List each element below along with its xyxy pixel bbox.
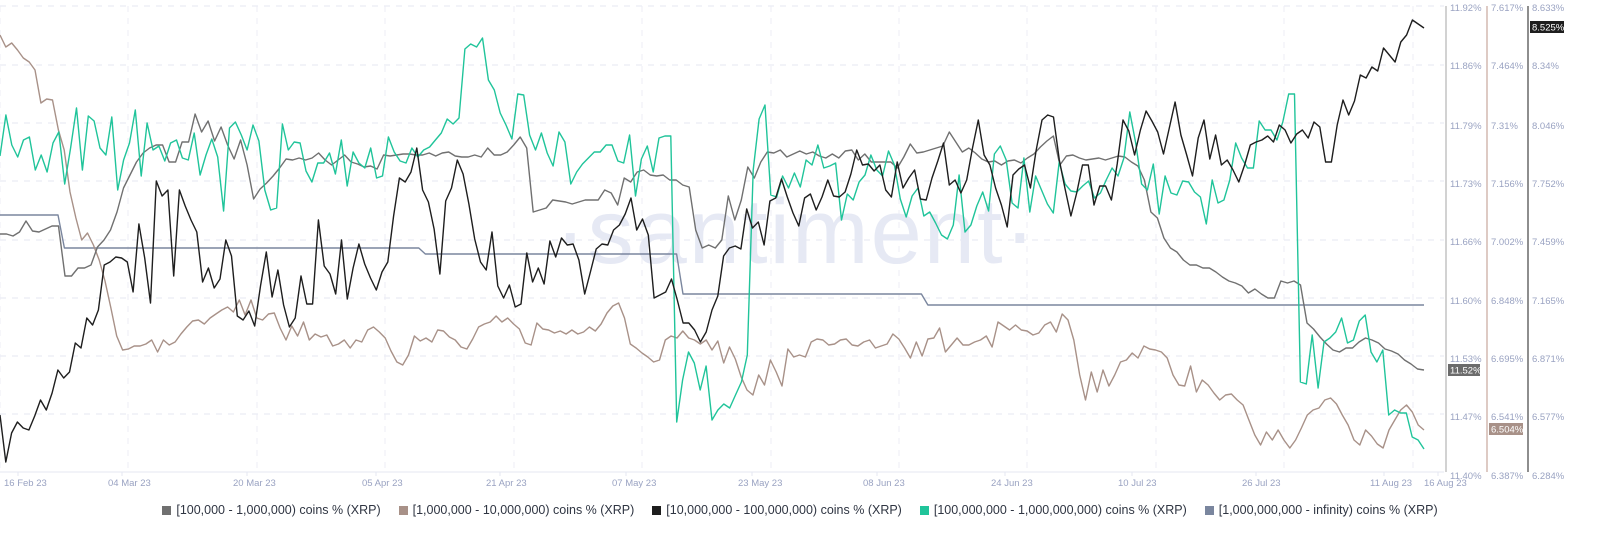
series-line-5[interactable] <box>0 214 1424 306</box>
x-axis-tick-label: 11 Aug 23 <box>1370 478 1412 489</box>
y-axis-tick-label: 6.695% <box>1491 354 1524 365</box>
series-line-3[interactable] <box>0 19 1425 463</box>
legend-label: [1,000,000 - 10,000,000) coins % (XRP) <box>412 503 635 517</box>
y-axis-tick-label: 11.92% <box>1450 3 1482 14</box>
y-axis-tick-label: 11.60% <box>1450 296 1482 307</box>
x-axis-tick-label: 05 Apr 23 <box>362 478 403 489</box>
x-axis-tick-label: 08 Jun 23 <box>863 478 905 489</box>
y-axis-tick-label: 11.40% <box>1450 471 1482 482</box>
y-axis-tick-label: 11.53% <box>1450 354 1482 365</box>
legend-item-1[interactable]: [100,000 - 1,000,000) coins % (XRP) <box>162 503 381 517</box>
y-axis-tick-label: 6.284% <box>1532 471 1565 482</box>
x-axis-tick-label: 24 Jun 23 <box>991 478 1033 489</box>
x-axis-tick-label: 26 Jul 23 <box>1242 478 1281 489</box>
x-axis-tick-label: 20 Mar 23 <box>233 478 276 489</box>
svg-text:8.525%: 8.525% <box>1532 23 1565 34</box>
legend-swatch-icon <box>162 505 172 515</box>
legend-swatch-icon <box>398 505 408 515</box>
legend-swatch-icon <box>652 505 662 515</box>
legend-label: [1,000,000,000 - infinity) coins % (XRP) <box>1218 503 1438 517</box>
y-axis-tick-label: 8.34% <box>1532 61 1559 72</box>
legend-swatch-icon <box>1204 505 1214 515</box>
series-line-2[interactable] <box>0 34 1425 449</box>
series-line-4[interactable] <box>0 37 1425 450</box>
legend-label: [100,000 - 1,000,000) coins % (XRP) <box>176 503 381 517</box>
x-axis-tick-label: 21 Apr 23 <box>486 478 527 489</box>
x-axis-tick-label: 16 Aug 23 <box>1424 478 1467 489</box>
legend-item-2[interactable]: [1,000,000 - 10,000,000) coins % (XRP) <box>398 503 635 517</box>
y-axis-tick-label: 6.577% <box>1532 412 1565 423</box>
x-axis-tick-label: 16 Feb 23 <box>4 478 47 489</box>
y-axis-tick-label: 7.459% <box>1532 237 1565 248</box>
y-axis-tick-label: 7.002% <box>1491 237 1524 248</box>
y-axis-tick-label: 7.617% <box>1491 3 1524 14</box>
series-lines[interactable] <box>0 19 1425 463</box>
y-axis-tick-label: 11.66% <box>1450 237 1482 248</box>
y-axis-tick-label: 7.31% <box>1491 121 1518 132</box>
x-axis: 16 Feb 23 04 Mar 23 20 Mar 23 05 Apr 23 21 A… <box>4 472 1467 489</box>
legend-item-5[interactable]: [1,000,000,000 - infinity) coins % (XRP) <box>1204 503 1438 517</box>
svg-text:11.52%: 11.52% <box>1450 366 1482 377</box>
y-axis-tick-label: 11.47% <box>1450 412 1482 423</box>
y-axis-tick-label: 7.165% <box>1532 296 1565 307</box>
y-axis-tick-label: 11.73% <box>1450 179 1482 190</box>
legend-label: [10,000,000 - 100,000,000) coins % (XRP) <box>666 503 902 517</box>
chart-legend: [100,000 - 1,000,000) coins % (XRP) [1,00… <box>0 503 1600 518</box>
legend-item-3[interactable]: [10,000,000 - 100,000,000) coins % (XRP) <box>652 503 902 517</box>
last-value-badge: 8.525% <box>1530 21 1565 34</box>
y-axis-tick-label: 11.79% <box>1450 121 1482 132</box>
y-axes: 11.92%11.86%11.79%11.73%11.66%11.60%11.5… <box>1445 3 1565 482</box>
y-axis-tick-label: 8.046% <box>1532 121 1565 132</box>
y-axis-tick-label: 7.464% <box>1491 61 1524 72</box>
x-axis-tick-label: 23 May 23 <box>738 478 782 489</box>
legend-item-4[interactable]: [100,000,000 - 1,000,000,000) coins % (X… <box>919 503 1187 517</box>
y-axis-tick-label: 7.752% <box>1532 179 1565 190</box>
last-value-badge: 11.52% <box>1448 364 1482 377</box>
svg-text:6.504%: 6.504% <box>1491 425 1524 436</box>
last-value-badges: 11.52% 6.504% 8.525% <box>1448 21 1565 436</box>
y-axis-tick-label: 6.387% <box>1491 471 1524 482</box>
line-chart[interactable]: ·santiment· 11.92% 11.86% 11.79% 11.73% 11.6… <box>0 0 1600 500</box>
watermark-text: ·santiment· <box>555 181 1037 283</box>
legend-label: [100,000,000 - 1,000,000,000) coins % (X… <box>933 503 1187 517</box>
series-line-1[interactable] <box>0 113 1425 371</box>
last-value-badge: 6.504% <box>1489 423 1524 436</box>
y-axis-tick-label: 6.541% <box>1491 412 1524 423</box>
legend-swatch-icon <box>919 505 929 515</box>
y-axis-tick-label: 7.156% <box>1491 179 1524 190</box>
y-axis-tick-label: 11.86% <box>1450 61 1482 72</box>
x-axis-tick-label: 07 May 23 <box>612 478 656 489</box>
y-axis-tick-label: 6.871% <box>1532 354 1565 365</box>
y-axis-tick-label: 8.633% <box>1532 3 1565 14</box>
x-axis-tick-label: 10 Jul 23 <box>1118 478 1157 489</box>
y-axis-tick-label: 6.848% <box>1491 296 1524 307</box>
x-axis-tick-label: 04 Mar 23 <box>108 478 151 489</box>
